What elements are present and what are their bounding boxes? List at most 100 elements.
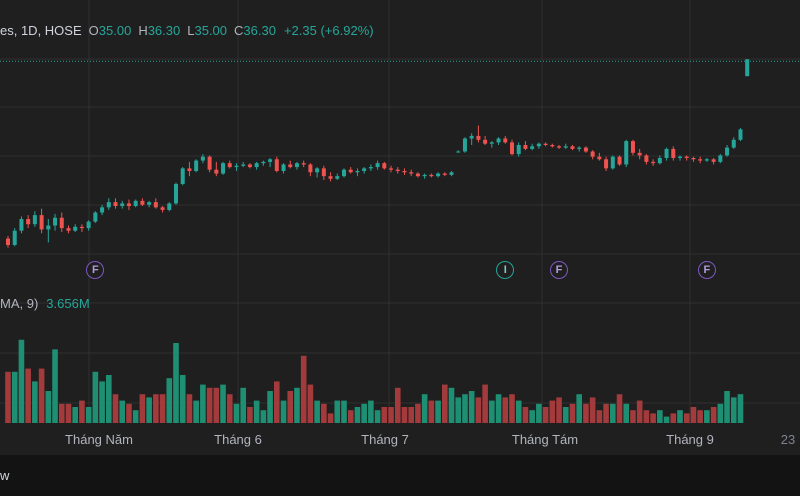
event-marker[interactable]: F [86, 261, 105, 279]
volume-bar [321, 403, 327, 423]
candle [523, 145, 528, 149]
candle [516, 145, 521, 155]
candle [704, 159, 709, 161]
volume-bar [556, 397, 562, 423]
volume-bar [139, 394, 146, 423]
candle [113, 202, 118, 207]
volume-bar [166, 378, 173, 423]
volume-bar [515, 400, 522, 423]
candle [19, 219, 24, 231]
volume-bar [159, 394, 166, 423]
candle [691, 157, 696, 160]
candle [147, 202, 152, 205]
volume-bar [630, 410, 636, 423]
event-marker[interactable]: F [697, 261, 716, 279]
volume-bar [300, 355, 307, 423]
candle [422, 174, 427, 177]
candle [301, 163, 306, 165]
volume-bar [455, 397, 462, 423]
volume-bar [307, 384, 314, 423]
chart-panel[interactable]: es, 1D, HOSE O 35.00 H 36.30 L 35.00 C 3… [0, 0, 800, 455]
time-axis[interactable]: Tháng Năm Tháng 6 Tháng 7 Tháng Tám Thán… [0, 424, 800, 455]
candle [496, 138, 501, 143]
event-marker[interactable]: I [496, 261, 515, 279]
candle [93, 212, 98, 222]
volume-bar [334, 400, 341, 423]
volume-bar [549, 400, 556, 423]
volume-bar [650, 413, 656, 423]
candle [718, 155, 723, 162]
volume-bar [65, 403, 72, 423]
volume-bar [583, 403, 589, 423]
candle [597, 156, 602, 160]
bottom-toolbar-text: w [0, 468, 10, 483]
candle [536, 143, 541, 147]
event-marker[interactable]: F [550, 261, 569, 279]
candle [604, 159, 609, 169]
candle [409, 172, 414, 174]
chart-canvas[interactable] [0, 0, 800, 455]
volume-bar [112, 394, 119, 423]
volume-bar [327, 413, 334, 423]
volume-bar [542, 407, 549, 423]
volume-bar [697, 410, 703, 423]
candle [731, 139, 736, 148]
volume-bar [220, 384, 226, 423]
candle [630, 141, 635, 153]
close-value: 36.30 [243, 22, 276, 38]
volume-bar [287, 391, 294, 423]
volume-bar [58, 403, 65, 423]
candle [395, 169, 400, 171]
candle [530, 146, 535, 149]
candle [583, 147, 588, 152]
volume-bar [401, 407, 408, 423]
volume-bar [25, 368, 31, 423]
candle [590, 151, 595, 157]
volume-bar [18, 339, 25, 423]
candle [160, 207, 165, 210]
low-value: 35.00 [194, 22, 228, 38]
candle [355, 170, 360, 173]
volume-bar [99, 381, 105, 423]
volume-bar [576, 394, 582, 423]
volume-bar [274, 381, 280, 423]
candle [711, 159, 716, 162]
volume-bar [79, 400, 85, 423]
volume-bar [663, 416, 670, 423]
volume-bar [536, 403, 542, 423]
candle [456, 151, 461, 153]
candle [133, 200, 138, 207]
volume-bar [495, 394, 502, 423]
low-label: L [187, 22, 195, 38]
candle [462, 138, 467, 152]
volume-bar [670, 413, 677, 423]
candle [698, 159, 703, 161]
candle [46, 225, 51, 230]
bottom-toolbar: w [0, 455, 800, 496]
close-label: C [234, 22, 244, 38]
candle [194, 160, 199, 171]
volume-bar [233, 403, 240, 423]
volume-bar [52, 349, 58, 423]
volume-bar [226, 394, 233, 423]
candle [6, 238, 10, 245]
volume-bar [240, 387, 246, 423]
volume-bar [314, 400, 320, 423]
volume-bar [200, 384, 206, 423]
candle [577, 147, 582, 149]
volume-bar [475, 397, 482, 423]
candle [550, 145, 555, 147]
volume-bar [610, 403, 616, 423]
ohlc-legend: es, 1D, HOSE O 35.00 H 36.30 L 35.00 C 3… [0, 20, 374, 40]
candle [227, 163, 232, 168]
volume-bar [730, 397, 737, 423]
volume-bar [408, 407, 414, 423]
candle [187, 168, 192, 171]
volume-bar [354, 407, 361, 423]
volume-bar [388, 407, 394, 423]
candle [678, 156, 682, 158]
volume-bar [368, 400, 374, 423]
volume-bar [636, 400, 643, 423]
candle [180, 168, 185, 184]
candle [315, 168, 320, 173]
